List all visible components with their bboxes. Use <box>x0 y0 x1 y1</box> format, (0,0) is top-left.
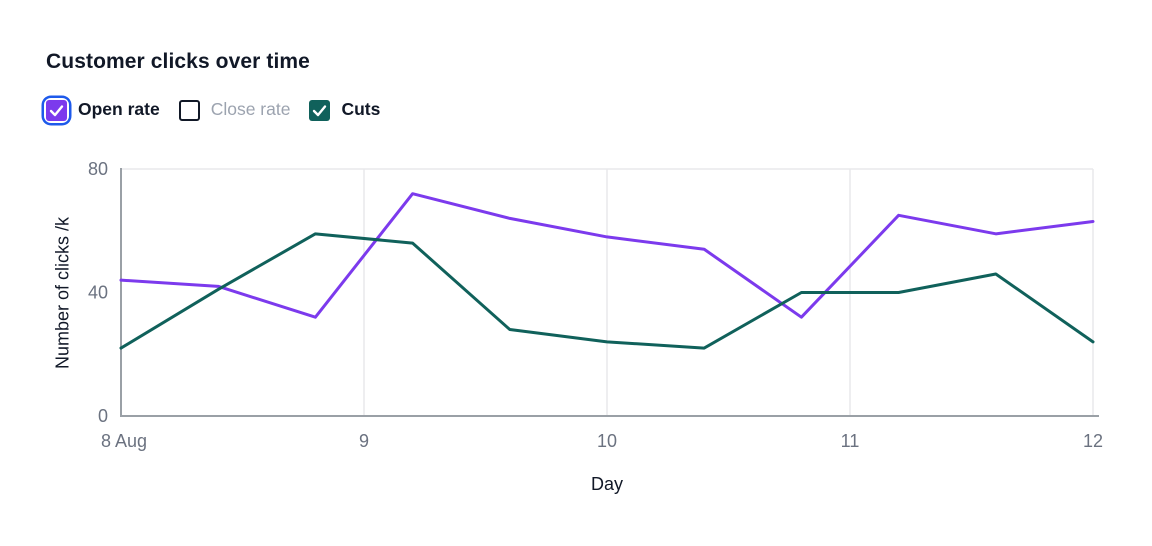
x-tick-label: 11 <box>841 431 860 451</box>
x-tick-label: 12 <box>1083 431 1103 451</box>
legend-item-cuts[interactable]: Cuts <box>309 99 381 121</box>
legend-label-cuts: Cuts <box>341 99 381 120</box>
checkbox-close-rate[interactable] <box>178 99 200 121</box>
checkmark-icon <box>49 104 64 116</box>
checkbox-cuts[interactable] <box>309 99 331 121</box>
legend-item-open-rate[interactable]: Open rate <box>46 99 160 121</box>
y-tick-label: 40 <box>88 283 108 303</box>
series-line-cuts <box>119 232 1095 350</box>
legend: Open rate Close rate Cuts <box>46 96 380 124</box>
x-tick-label: 8 Aug <box>101 431 147 451</box>
checkbox-open-rate[interactable] <box>46 99 67 121</box>
chart-title: Customer clicks over time <box>46 50 310 73</box>
x-tick-label: 9 <box>359 431 369 451</box>
legend-label-open-rate: Open rate <box>78 99 160 120</box>
x-axis-title: Day <box>590 474 623 494</box>
legend-item-close-rate[interactable]: Close rate <box>178 99 291 121</box>
x-tick-label: 10 <box>597 431 617 451</box>
legend-label-close-rate: Close rate <box>210 99 291 120</box>
series-line-open-rate <box>119 192 1095 319</box>
y-tick-label: 80 <box>88 159 108 179</box>
checkmark-icon <box>313 104 327 116</box>
y-tick-label: 0 <box>98 406 108 426</box>
